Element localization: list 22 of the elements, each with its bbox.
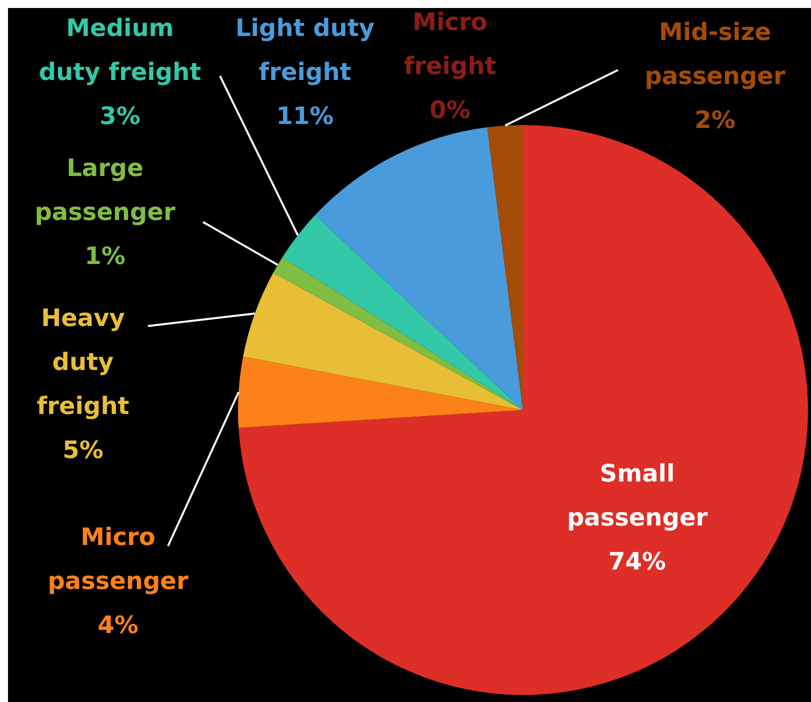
slice-label: Mid-size passenger bbox=[644, 18, 786, 90]
data-label: 11% bbox=[276, 102, 334, 130]
slice-label: Light duty freight bbox=[236, 14, 375, 86]
pie-slice bbox=[315, 127, 523, 410]
data-label: 4% bbox=[98, 611, 138, 639]
pie-slice bbox=[282, 214, 523, 410]
data-label: 74% bbox=[608, 547, 666, 576]
data-label: 1% bbox=[84, 242, 126, 270]
slice-label: Micro passenger bbox=[48, 523, 188, 595]
text: 0% bbox=[430, 96, 470, 124]
slice-label: Heavy duty freight bbox=[36, 304, 130, 420]
slice-label: Large passenger bbox=[34, 154, 176, 226]
data-label: 3% bbox=[100, 102, 140, 130]
data-label: 2% bbox=[694, 106, 736, 134]
pie-slice bbox=[273, 257, 523, 410]
data-label: 5% bbox=[62, 436, 104, 464]
pie-slice bbox=[238, 356, 523, 428]
slice-label: Small passenger bbox=[566, 459, 708, 532]
category-label: Micro freight bbox=[404, 8, 496, 80]
pie-slice bbox=[243, 272, 523, 410]
slice-label: Medium duty freight bbox=[38, 14, 202, 86]
pie-slice bbox=[487, 125, 523, 410]
